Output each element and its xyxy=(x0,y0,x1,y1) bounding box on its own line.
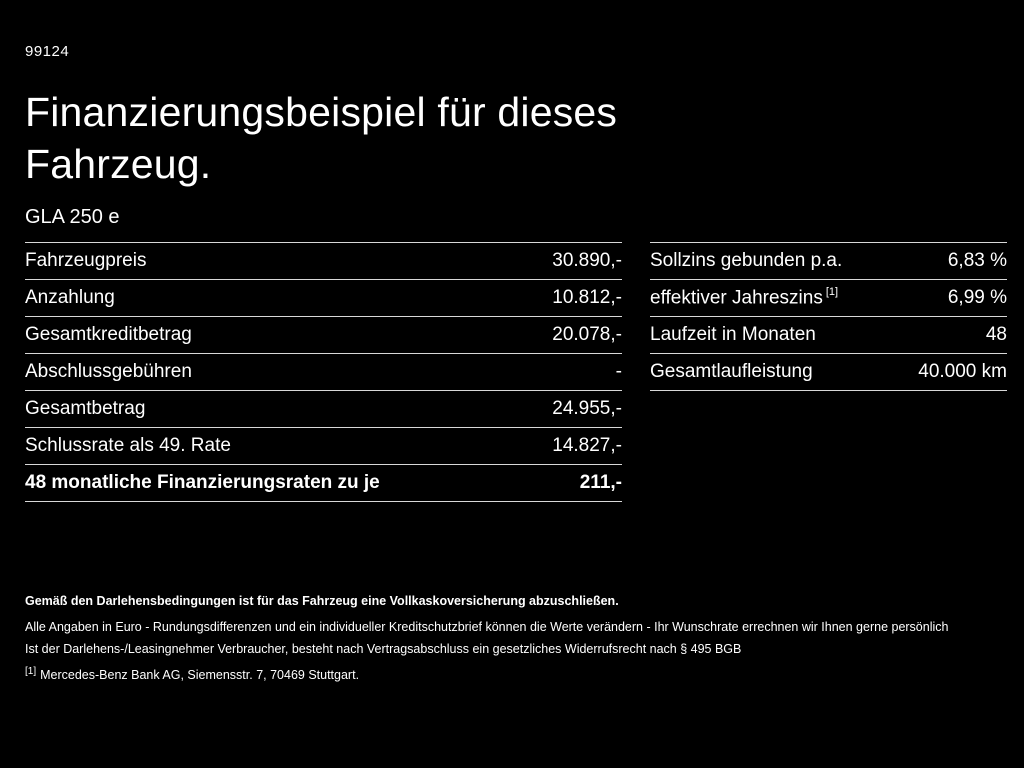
table-row: Gesamtkreditbetrag 20.078,- xyxy=(25,317,622,354)
row-label: effektiver Jahreszins [1] xyxy=(650,285,839,309)
page-code: 99124 xyxy=(25,43,70,60)
footnote-bold: Gemäß den Darlehensbedingungen ist für d… xyxy=(25,594,619,608)
table-row: Schlussrate als 49. Rate 14.827,- xyxy=(25,428,622,465)
row-value: 10.812,- xyxy=(552,287,622,308)
row-label: Gesamtlaufleistung xyxy=(650,361,813,382)
row-label: Fahrzeugpreis xyxy=(25,250,147,271)
table-row-monthly-rate: 48 monatliche Finanzierungsraten zu je 2… xyxy=(25,465,622,502)
row-label: Schlussrate als 49. Rate xyxy=(25,435,231,456)
footnote-marker: [1] xyxy=(825,285,839,298)
model-name: GLA 250 e xyxy=(25,206,120,228)
row-label: Anzahlung xyxy=(25,287,115,308)
row-label: 48 monatliche Finanzierungsraten zu je xyxy=(25,472,380,493)
page-title-line-2: Fahrzeug. xyxy=(25,141,212,187)
finance-table-left: Fahrzeugpreis 30.890,- Anzahlung 10.812,… xyxy=(25,242,622,502)
row-value: 24.955,- xyxy=(552,398,622,419)
row-label-text: effektiver Jahreszins xyxy=(650,287,823,309)
table-row: Anzahlung 10.812,- xyxy=(25,280,622,317)
footnote-line: Ist der Darlehens-/Leasingnehmer Verbrau… xyxy=(25,642,742,656)
row-label: Gesamtbetrag xyxy=(25,398,146,419)
row-label: Abschlussgebühren xyxy=(25,361,192,382)
page-title: Finanzierungsbeispiel für dieses Fahrzeu… xyxy=(25,86,617,190)
row-value: 30.890,- xyxy=(552,250,622,271)
row-label: Gesamtkreditbetrag xyxy=(25,324,192,345)
row-value: 211,- xyxy=(579,472,622,493)
table-row: Gesamtbetrag 24.955,- xyxy=(25,391,622,428)
row-value: 48 xyxy=(985,324,1007,345)
row-value: - xyxy=(615,361,622,382)
table-row: effektiver Jahreszins [1] 6,99 % xyxy=(650,280,1007,317)
footnote-line: Alle Angaben in Euro - Rundungsdifferenz… xyxy=(25,620,949,634)
row-value: 20.078,- xyxy=(552,324,622,345)
row-value: 6,83 % xyxy=(947,250,1007,271)
row-value: 14.827,- xyxy=(552,435,622,456)
table-row: Sollzins gebunden p.a. 6,83 % xyxy=(650,243,1007,280)
row-value: 6,99 % xyxy=(947,287,1007,308)
table-row: Gesamtlaufleistung 40.000 km xyxy=(650,354,1007,391)
row-label: Sollzins gebunden p.a. xyxy=(650,250,843,271)
row-label: Laufzeit in Monaten xyxy=(650,324,816,345)
table-row: Abschlussgebühren - xyxy=(25,354,622,391)
table-row: Fahrzeugpreis 30.890,- xyxy=(25,243,622,280)
row-value: 40.000 km xyxy=(918,361,1007,382)
footnotes: Gemäß den Darlehensbedingungen ist für d… xyxy=(25,594,984,683)
footnote-reference: [1] Mercedes-Benz Bank AG, Siemensstr. 7,… xyxy=(25,664,984,683)
footnote-ref-marker: [1] xyxy=(25,666,37,677)
finance-table-right: Sollzins gebunden p.a. 6,83 % effektiver… xyxy=(650,242,1007,391)
footnote-ref-text: Mercedes-Benz Bank AG, Siemensstr. 7, 70… xyxy=(40,668,360,683)
table-row: Laufzeit in Monaten 48 xyxy=(650,317,1007,354)
page-title-line-1: Finanzierungsbeispiel für dieses xyxy=(25,89,618,135)
